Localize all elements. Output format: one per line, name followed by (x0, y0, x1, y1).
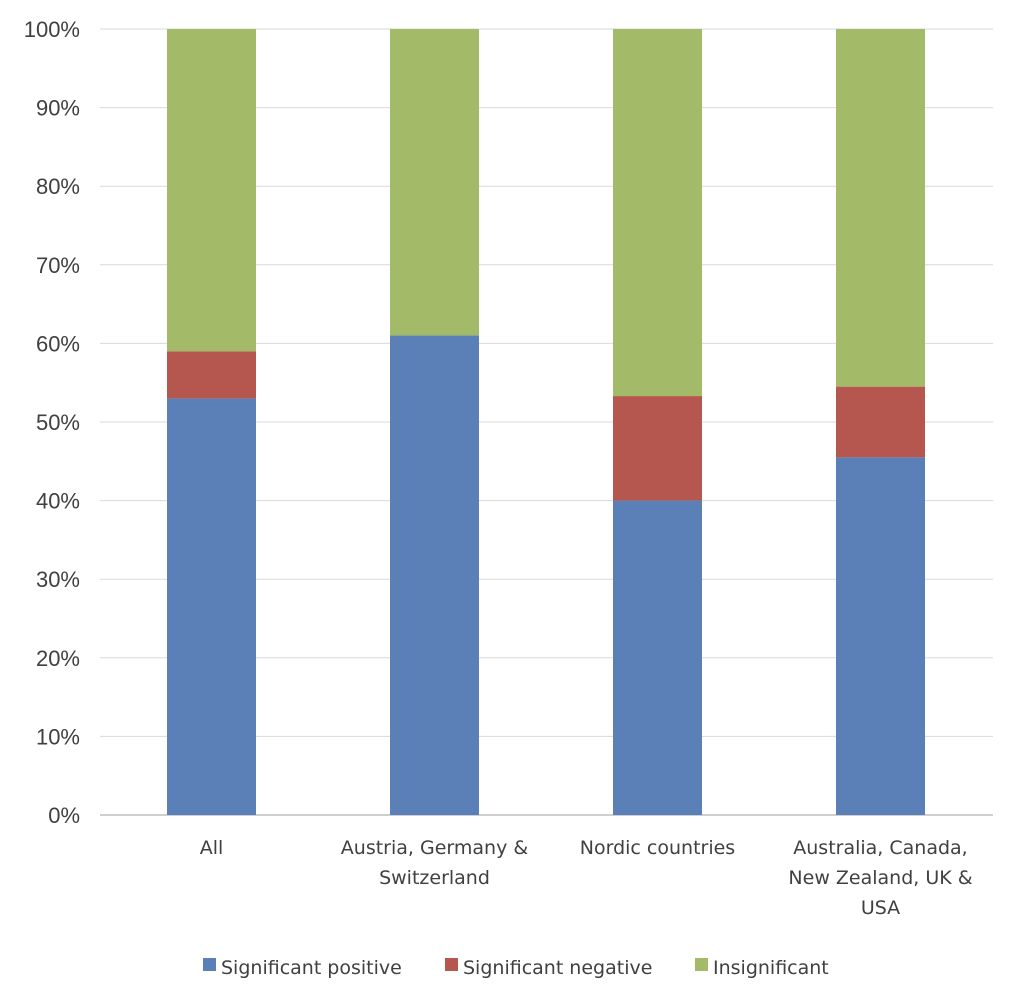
legend-swatch (203, 958, 216, 971)
bar-segment-significant-positive (836, 457, 925, 815)
bar-segment-significant-negative (613, 396, 702, 501)
bar-segment-significant-negative (167, 351, 256, 399)
y-tick-label: 60% (36, 331, 80, 356)
x-category-label: Switzerland (379, 867, 490, 889)
y-axis: 0% 10% 20% 30% 40% 50% 60% 70% 80% 90% 100% (24, 17, 80, 828)
y-tick-label: 80% (36, 174, 80, 199)
y-tick-label: 30% (36, 567, 80, 592)
bar-segment-insignificant (836, 29, 925, 387)
x-category-label: USA (861, 897, 900, 919)
bar-segment-insignificant (613, 29, 702, 397)
y-tick-label: 90% (36, 96, 80, 121)
legend-swatch (445, 958, 458, 971)
x-category-label: Nordic countries (580, 837, 735, 859)
bar-segment-significant-positive (613, 500, 702, 815)
x-axis: All Austria, Germany & Switzerland Nordic c… (200, 837, 973, 919)
y-tick-label: 20% (36, 646, 80, 671)
legend: Significant positive Significant negative… (203, 957, 829, 979)
bar-segment-insignificant (167, 29, 256, 352)
legend-swatch (695, 958, 708, 971)
y-tick-label: 50% (36, 410, 80, 435)
bar-segment-significant-positive (390, 335, 479, 815)
legend-label: Significant positive (221, 957, 402, 979)
x-category-label: Australia, Canada, (793, 837, 967, 859)
y-tick-label: 40% (36, 489, 80, 514)
bar-segment-significant-negative (836, 386, 925, 458)
x-category-label: All (200, 837, 224, 859)
legend-label: Insignificant (713, 957, 829, 979)
y-tick-label: 10% (36, 724, 80, 749)
x-category-label: Austria, Germany & (341, 837, 529, 859)
y-tick-label: 0% (48, 803, 80, 828)
y-tick-label: 70% (36, 253, 80, 278)
bar-segment-significant-positive (167, 398, 256, 815)
x-category-label: New Zealand, UK & (788, 867, 972, 889)
bar-segment-insignificant (390, 29, 479, 336)
y-tick-label: 100% (24, 17, 80, 42)
legend-label: Significant negative (463, 957, 652, 979)
bars (167, 29, 925, 815)
